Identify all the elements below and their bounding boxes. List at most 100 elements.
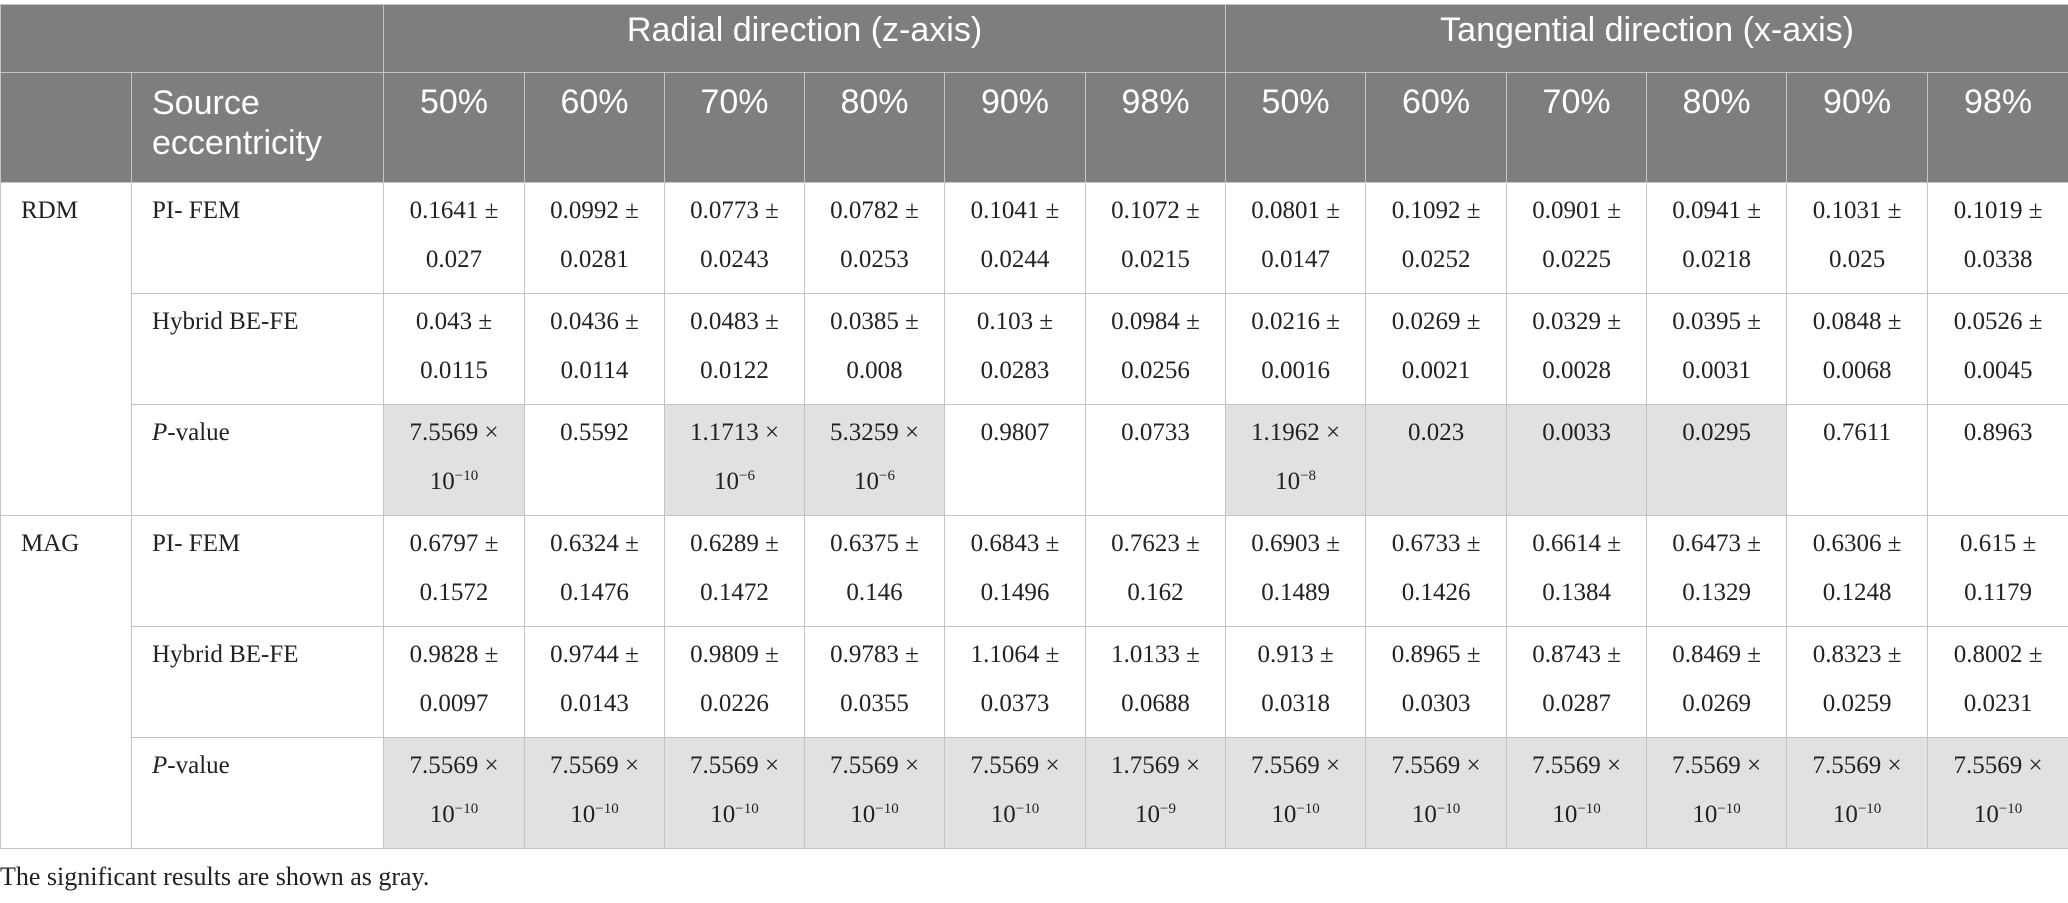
sd-value: 0.0355: [840, 690, 909, 717]
mean-sd-cell: 1.0133 ± 0.0688: [1084, 626, 1227, 738]
mean-value: 0.043 ±: [415, 308, 493, 335]
p-value-cell-significant: 7.5569 × 10−10: [1927, 737, 2068, 849]
sd-value: 0.0269: [1682, 690, 1751, 717]
mean-value: 0.615 ±: [1959, 530, 2037, 557]
mean-value: 0.9783 ±: [830, 641, 919, 668]
p-value-mantissa: 5.3259 ×: [829, 419, 920, 446]
mean-sd-cell: 0.0269 ± 0.0021: [1365, 293, 1508, 405]
mean-value: 0.1641 ±: [409, 197, 499, 224]
power-exponent: −10: [875, 801, 899, 817]
mean-sd-cell: 0.8323 ± 0.0259: [1786, 626, 1929, 738]
p-value-power: 10−10: [1787, 790, 1927, 839]
sd-value: 0.1426: [1401, 579, 1471, 606]
header-row-eccentricity: Source eccentricity 50% 60% 70% 80% 90% 98% 50…: [0, 72, 2068, 183]
power-exponent: −6: [739, 468, 755, 484]
mean-value: 0.103 ±: [976, 308, 1054, 335]
header-radial-direction: Radial direction (z-axis): [382, 4, 1227, 73]
mean-value: 0.9828 ±: [409, 641, 499, 668]
mean-sd-cell: 0.6324 ± 0.1476: [524, 515, 665, 627]
sd-value: 0.0318: [1261, 690, 1330, 717]
p-value-mantissa: 0.9807: [980, 419, 1050, 446]
results-table: Radial direction (z-axis) Tangential dir…: [0, 4, 2068, 849]
sd-value: 0.1496: [980, 579, 1050, 606]
p-value-mantissa: 7.5569 ×: [689, 752, 780, 779]
p-value-mantissa: 7.5569 ×: [1532, 752, 1622, 779]
sd-value: 0.0068: [1822, 357, 1892, 384]
mean-value: 0.0901 ±: [1532, 197, 1621, 224]
header-tangential-col: 50%: [1225, 72, 1367, 183]
power-exponent: −8: [1300, 468, 1317, 484]
sd-value: 0.0147: [1261, 246, 1330, 273]
p-value-cell-significant: 7.5569 × 10−10: [1365, 737, 1508, 849]
mean-sd-cell: 0.0992 ± 0.0281: [524, 182, 665, 294]
sd-value: 0.146: [846, 579, 903, 606]
sd-value: 0.0244: [980, 246, 1050, 273]
header-corner-cell: [0, 4, 384, 73]
p-value-power: 10−10: [1226, 790, 1365, 839]
sd-value: 0.0303: [1401, 690, 1471, 717]
mean-value: 0.0848 ±: [1812, 308, 1902, 335]
p-value-mantissa: 7.5569 ×: [970, 752, 1060, 779]
power-exponent: −10: [1436, 801, 1461, 817]
p-value-power: 10−10: [384, 457, 524, 506]
p-value-cell-significant: 1.7569 × 10−9: [1084, 737, 1227, 849]
mean-sd-cell: 0.0395 ± 0.0031: [1646, 293, 1788, 405]
sd-value: 0.0226: [700, 690, 769, 717]
mean-sd-cell: 0.0941 ± 0.0218: [1646, 182, 1788, 294]
table-row: MAG PI- FEM 0.6797 ±0.1572 0.6324 ±0.1476 0.…: [0, 515, 2068, 849]
sd-value: 0.0225: [1542, 246, 1611, 273]
p-value-cell-significant: 0.023: [1365, 404, 1508, 516]
header-radial-col: 98%: [1084, 72, 1227, 183]
p-value-power: 10−10: [1366, 790, 1506, 839]
method-label: Hybrid BE-FE: [131, 293, 384, 405]
mean-value: 0.0773 ±: [690, 197, 779, 224]
sd-value: 0.025: [1828, 246, 1886, 273]
sd-value: 0.0215: [1121, 246, 1190, 273]
p-value-cell-significant: 1.1713 × 10−6: [664, 404, 805, 516]
p-value-suffix: -value: [167, 419, 230, 446]
p-value-cell-significant: 7.5569 × 10−10: [944, 737, 1086, 849]
power-exponent: −10: [454, 801, 479, 817]
power-base: 10: [1552, 801, 1578, 828]
sd-value: 0.0122: [700, 357, 769, 384]
p-value-mantissa: 7.5569 ×: [1953, 752, 2043, 779]
p-value-cell-significant: 0.0033: [1506, 404, 1648, 516]
mean-sd-cell: 0.0329 ± 0.0028: [1506, 293, 1648, 405]
mean-value: 0.6324 ±: [550, 530, 639, 557]
p-value-mantissa: 0.8963: [1963, 419, 2033, 446]
p-value-power: 10−10: [945, 790, 1085, 839]
mean-value: 0.6903 ±: [1251, 530, 1340, 557]
p-value-cell-significant: 0.0295: [1646, 404, 1788, 516]
mean-value: 0.0526 ±: [1953, 308, 2043, 335]
mean-value: 1.1064 ±: [970, 641, 1060, 668]
power-exponent: −10: [1998, 801, 2023, 817]
p-value-power: 10−9: [1086, 790, 1225, 839]
mean-sd-cell: 0.0901 ± 0.0225: [1506, 182, 1648, 294]
mean-sd-cell: 0.6797 ± 0.1572: [383, 515, 525, 627]
mean-sd-cell: 0.103 ± 0.0283: [944, 293, 1086, 405]
sd-value: 0.008: [846, 357, 903, 384]
p-value-cell-significant: 7.5569 × 10−10: [804, 737, 945, 849]
power-base: 10: [429, 468, 455, 495]
power-base: 10: [1832, 801, 1858, 828]
sd-value: 0.1476: [560, 579, 629, 606]
mean-sd-cell: 0.6289 ± 0.1472: [664, 515, 805, 627]
sd-value: 0.0688: [1121, 690, 1190, 717]
p-value-cell: 0.9807: [944, 404, 1086, 516]
mean-sd-cell: 0.0782 ± 0.0253: [804, 182, 945, 294]
sd-value: 0.0097: [419, 690, 489, 717]
p-value-cell: 0.8963: [1927, 404, 2068, 516]
p-value-cell-significant: 7.5569 × 10−10: [664, 737, 805, 849]
table-row: P-value 7.5569 × 10−10 0.5592 1.1713 × 10−6 5.…: [1, 404, 2068, 516]
mean-value: 0.8323 ±: [1812, 641, 1902, 668]
p-value-cell-significant: 7.5569 × 10−10: [1506, 737, 1648, 849]
mean-value: 0.0329 ±: [1532, 308, 1621, 335]
mean-sd-cell: 0.0773 ± 0.0243: [664, 182, 805, 294]
table-row: P-value 7.5569 × 10−10 7.5569 × 10−10 7.5569 …: [1, 737, 2068, 849]
mean-sd-cell: 0.0526 ± 0.0045: [1927, 293, 2068, 405]
mean-value: 0.1092 ±: [1391, 197, 1481, 224]
p-value-mantissa: 7.5569 ×: [1812, 752, 1902, 779]
power-exponent: −10: [454, 468, 479, 484]
sd-value: 0.0243: [700, 246, 769, 273]
p-value-mantissa: 7.5569 ×: [1391, 752, 1481, 779]
